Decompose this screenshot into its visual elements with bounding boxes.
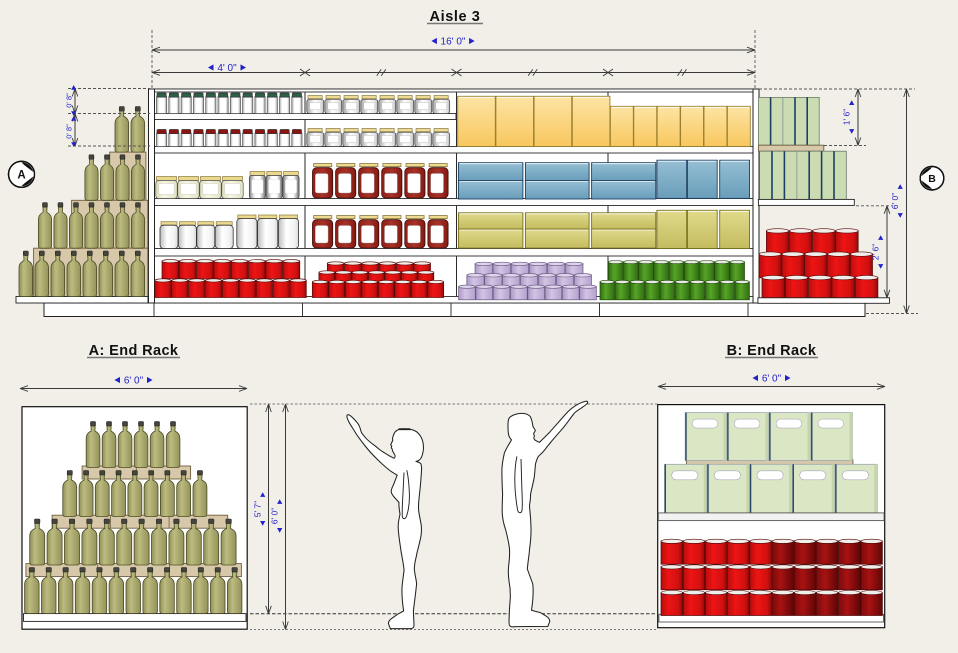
svg-text:B: B (928, 173, 936, 185)
svg-text:B: End Rack: B: End Rack (727, 343, 817, 359)
svg-text:0' 8": 0' 8" (65, 124, 74, 139)
svg-text:6' 0": 6' 0" (124, 376, 144, 387)
svg-text:0' 8": 0' 8" (65, 93, 74, 108)
svg-text:A: End Rack: A: End Rack (89, 343, 179, 359)
svg-text:6' 0": 6' 0" (890, 193, 900, 209)
svg-text:6' 0": 6' 0" (270, 508, 280, 524)
svg-text:4' 0": 4' 0" (217, 63, 237, 74)
svg-text:5' 7": 5' 7" (253, 501, 263, 517)
svg-text:2' 6": 2' 6" (871, 244, 881, 260)
svg-text:16' 0": 16' 0" (441, 37, 466, 48)
svg-text:Aisle 3: Aisle 3 (430, 9, 481, 25)
svg-text:A: A (17, 169, 25, 181)
svg-text:1' 6": 1' 6" (842, 109, 852, 125)
svg-text:6' 0": 6' 0" (762, 374, 782, 385)
